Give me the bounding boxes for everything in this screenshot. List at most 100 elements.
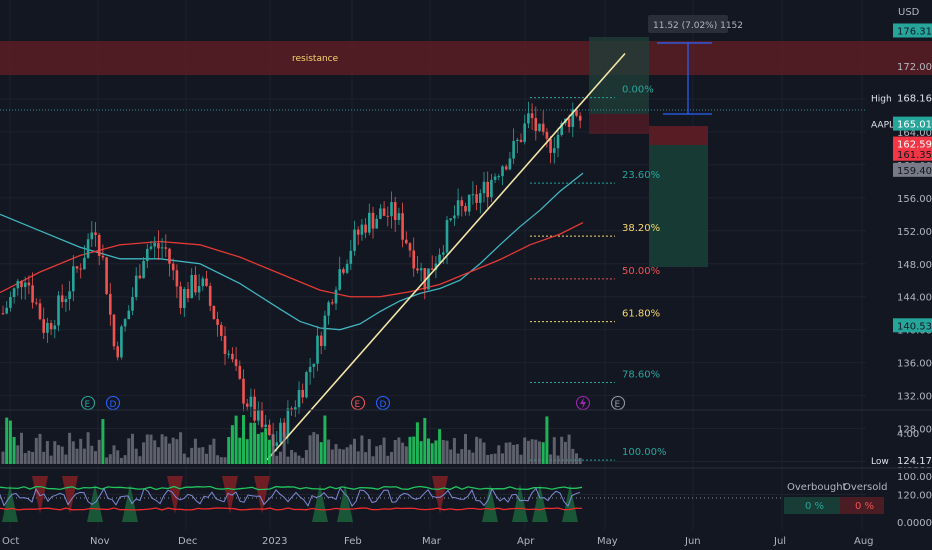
volume-bar	[401, 442, 405, 464]
volume-bar	[64, 454, 68, 464]
volume-bar	[267, 439, 271, 464]
oscillator-line	[0, 486, 581, 508]
volume-bar	[142, 442, 146, 464]
time-tick: May	[597, 536, 618, 547]
volume-bar	[382, 437, 386, 464]
fib-label: 61.80%	[622, 309, 660, 320]
volume-bar	[175, 439, 179, 464]
candlesticks	[1, 101, 582, 456]
price-label-low: Low 124.17	[868, 453, 932, 468]
candle-body	[168, 248, 171, 264]
price-label-entry3: 159.40	[893, 162, 932, 177]
trendline[interactable]	[266, 52, 626, 461]
volume-bar	[575, 453, 578, 464]
candle-body	[216, 319, 219, 325]
volume-bar	[556, 455, 560, 464]
split-icon[interactable]	[575, 395, 591, 411]
time-tick: Feb	[344, 536, 362, 547]
time-axis[interactable]: Oct Nov Dec 2023 Feb Mar Apr May Jun Jul Aug	[2, 536, 874, 547]
volume-bar	[523, 437, 527, 464]
volume-bar	[38, 433, 42, 464]
volume-bar	[1, 451, 5, 464]
candle-body	[97, 234, 101, 256]
volume-bar	[219, 457, 223, 464]
candle-body	[201, 278, 205, 287]
svg-text:E: E	[85, 400, 91, 410]
candle-body	[353, 229, 356, 251]
candle-body	[20, 280, 23, 288]
volume-bar	[86, 432, 90, 464]
event-marker[interactable]: E	[350, 395, 366, 411]
volume-bar	[212, 438, 216, 464]
svg-text:E: E	[355, 400, 361, 410]
ob-os-table: Overbought Oversold 0 % 0 %	[784, 482, 888, 514]
oscillator-tick: 100.00	[897, 472, 932, 483]
price-tick: 144.00	[897, 293, 932, 304]
event-marker[interactable]: D	[105, 395, 121, 411]
candle-body	[419, 268, 423, 271]
volume-bar	[193, 438, 197, 464]
event-marker[interactable]: E	[610, 395, 626, 411]
volume-bar	[131, 433, 134, 464]
candle-body	[123, 319, 127, 327]
price-tick: 132.00	[897, 392, 932, 403]
volume-bar	[404, 446, 408, 464]
candle-body	[438, 254, 441, 264]
candle-body	[79, 268, 82, 270]
candle-body	[94, 232, 97, 235]
candle-body	[116, 346, 119, 358]
candle-body	[220, 324, 223, 336]
candle-body	[316, 335, 319, 364]
volume-bar	[286, 456, 290, 464]
volume-bar	[538, 441, 541, 464]
volume-bar	[94, 451, 97, 464]
candle-body	[146, 248, 149, 261]
volume-bar	[149, 434, 153, 464]
candle-body	[72, 266, 75, 292]
volume-bar	[386, 455, 390, 464]
volume-bar	[456, 453, 460, 464]
volume-bar	[234, 415, 238, 464]
event-marker[interactable]: D	[375, 395, 391, 411]
volume-tick: 4.00	[897, 429, 919, 440]
volume-bar	[489, 454, 493, 464]
oversold-header: Oversold	[843, 482, 888, 493]
candle-body	[319, 335, 323, 346]
candle-body	[16, 280, 20, 289]
candle-body	[386, 215, 390, 217]
volume-bar	[271, 433, 275, 464]
volume-bar	[45, 441, 49, 464]
volume-bar	[449, 449, 453, 464]
candle-body	[68, 291, 71, 300]
overbought-band	[0, 485, 583, 491]
measure-tool[interactable]: 11.52 (7.02%) 1152	[648, 15, 743, 115]
candle-body	[23, 282, 27, 288]
volume-bar	[145, 434, 149, 464]
volume-bar	[415, 422, 419, 464]
candle-body	[312, 363, 316, 367]
overbought-value: 0 %	[805, 501, 824, 512]
candle-body	[523, 123, 526, 142]
candle-body	[279, 422, 282, 443]
candle-body	[456, 200, 460, 216]
volume-bar	[97, 439, 101, 464]
event-marker[interactable]: E	[80, 395, 96, 411]
volume-bar	[486, 455, 490, 464]
volume-bar	[238, 437, 242, 464]
svg-text:161.35: 161.35	[897, 150, 932, 161]
candle-body	[408, 243, 412, 251]
volume-bar	[134, 448, 138, 464]
oversold-value: 0 %	[855, 501, 874, 512]
currency-label: USD	[898, 7, 920, 18]
measure-label: 11.52 (7.02%) 1152	[653, 21, 743, 31]
volume-bar	[127, 438, 131, 464]
volume-bar	[327, 439, 331, 464]
moving-average-line	[0, 221, 584, 298]
candle-body	[334, 289, 338, 304]
candle-body	[530, 113, 534, 119]
volume-bar	[160, 434, 164, 464]
volume-bar	[482, 442, 486, 464]
candle-body	[368, 212, 371, 233]
